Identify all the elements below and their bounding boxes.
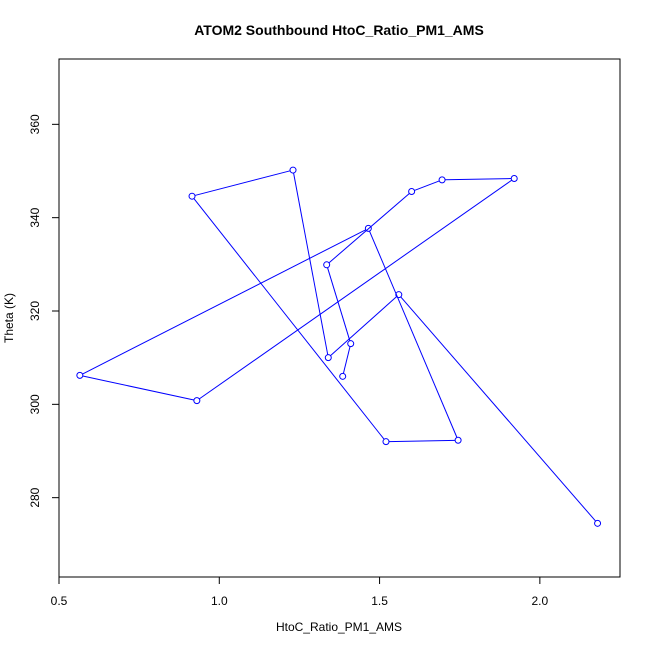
series-segment bbox=[445, 178, 512, 181]
series-markers bbox=[76, 166, 602, 527]
x-axis-label: HtoC_Ratio_PM1_AMS bbox=[276, 620, 402, 634]
y-tick-label: 300 bbox=[28, 394, 42, 414]
series-segment bbox=[369, 230, 458, 438]
series-segment bbox=[330, 296, 397, 357]
x-tick-label: 1.5 bbox=[371, 594, 388, 608]
data-point bbox=[594, 519, 602, 527]
data-point bbox=[76, 371, 84, 379]
y-tick-label: 340 bbox=[28, 207, 42, 227]
data-point bbox=[347, 340, 355, 348]
series-segment bbox=[414, 180, 440, 191]
series-line bbox=[82, 170, 596, 522]
data-point bbox=[438, 176, 446, 184]
data-point bbox=[188, 192, 196, 200]
data-point bbox=[323, 261, 331, 269]
series-segment bbox=[199, 179, 513, 400]
data-point bbox=[454, 436, 462, 444]
y-tick-label: 280 bbox=[28, 487, 42, 507]
series-segment bbox=[400, 296, 596, 522]
series-segment bbox=[82, 229, 366, 375]
y-axis-label: Theta (K) bbox=[2, 293, 16, 343]
series-segment bbox=[193, 198, 385, 440]
data-point bbox=[382, 438, 390, 446]
data-point bbox=[395, 291, 403, 299]
series-segment bbox=[327, 267, 351, 341]
y-tick-label: 360 bbox=[28, 114, 42, 134]
data-point bbox=[408, 188, 416, 196]
x-axis: 0.5 1.0 1.5 2.0 bbox=[51, 576, 549, 608]
data-point bbox=[324, 354, 332, 362]
plot-frame bbox=[58, 58, 621, 578]
series-segment bbox=[293, 172, 329, 355]
data-point bbox=[339, 372, 347, 380]
data-point bbox=[289, 166, 297, 174]
x-tick-label: 2.0 bbox=[532, 594, 549, 608]
series-segment bbox=[194, 170, 291, 196]
series-segment bbox=[82, 375, 195, 401]
data-point bbox=[364, 224, 372, 232]
series-segment bbox=[342, 346, 351, 374]
x-tick-label: 0.5 bbox=[51, 594, 68, 608]
data-point bbox=[193, 397, 201, 405]
chart-title: ATOM2 Southbound HtoC_Ratio_PM1_AMS bbox=[194, 22, 484, 38]
y-tick-label: 320 bbox=[28, 301, 42, 321]
y-axis: 280 300 320 340 360 bbox=[28, 114, 60, 508]
series-segment bbox=[388, 439, 456, 443]
x-tick-label: 1.0 bbox=[211, 594, 228, 608]
series-segment bbox=[328, 193, 410, 264]
data-point bbox=[510, 174, 518, 182]
